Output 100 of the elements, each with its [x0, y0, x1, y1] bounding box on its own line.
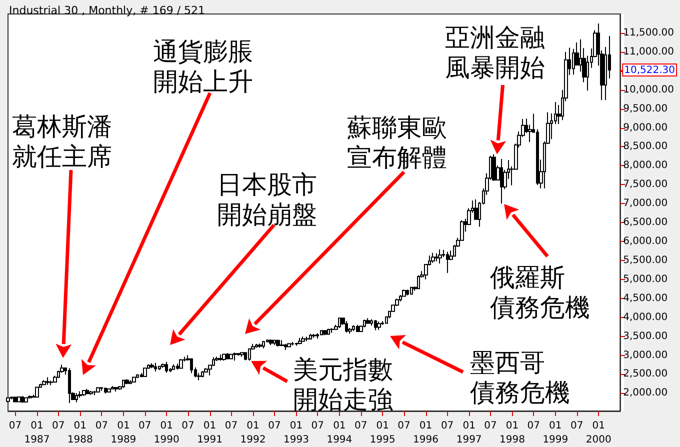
annotation: 日本股市開始崩盤 [217, 170, 317, 230]
x-tick-label: 07 [95, 420, 108, 432]
candlestick [492, 154, 496, 182]
candlestick [301, 336, 305, 342]
candlestick [338, 317, 341, 328]
candlestick [129, 380, 132, 385]
candlestick [150, 362, 154, 369]
y-tick-label: 6,500.00 [623, 217, 668, 228]
x-tick-label: 01 1994 [326, 420, 352, 446]
candlestick [107, 388, 111, 393]
x-tick-label: 01 1993 [284, 420, 309, 446]
candlestick [406, 289, 409, 296]
x-tick-label: 01 1997 [456, 420, 482, 446]
annotation: 墨西哥債務危機 [470, 348, 570, 408]
candlestick [233, 352, 237, 362]
annotation: 葛林斯潘就任主席 [12, 112, 112, 172]
candlestick [89, 390, 93, 396]
candlestick [85, 388, 89, 394]
candlestick [366, 318, 370, 324]
candlestick [323, 330, 327, 336]
candlestick [320, 330, 323, 336]
candlestick [165, 361, 168, 374]
candlestick [17, 396, 21, 403]
x-tick-label: 07 [527, 420, 540, 432]
candlestick [136, 374, 139, 379]
y-tick-label: 4,500.00 [623, 292, 668, 304]
x-tick-label: 01 1989 [110, 420, 136, 446]
x-tick-label: 01 1988 [67, 420, 93, 446]
x-tick-label: 01 1987 [24, 420, 50, 446]
candlestick [132, 376, 136, 383]
y-tick-label: 3,000.00 [623, 350, 668, 361]
candlestick [291, 341, 294, 346]
candlestick [295, 342, 298, 346]
candlestick [345, 320, 348, 334]
candlestick [122, 379, 125, 388]
candlestick [500, 158, 503, 204]
candlestick [111, 385, 114, 390]
candlestick [298, 337, 302, 345]
candlestick [201, 370, 204, 378]
x-tick-label: 07 [224, 420, 238, 432]
annotation: 通貨膨脹開始上升 [153, 37, 253, 97]
y-tick-label: 7,500.00 [623, 179, 668, 190]
candlestick [248, 348, 251, 362]
candlestick [93, 390, 96, 396]
candlestick [309, 334, 312, 340]
candlestick [68, 368, 71, 404]
x-tick-label: 01 1992 [240, 420, 266, 446]
x-tick-label: 07 [268, 420, 281, 432]
candlestick [435, 252, 438, 262]
y-tick-label: 8,500.00 [623, 141, 668, 152]
x-tick-label: 07 [52, 420, 65, 432]
candlestick [13, 396, 17, 403]
candlestick [431, 252, 435, 264]
y-tick-label: 7,000.00 [623, 198, 668, 210]
candlestick [363, 319, 366, 328]
candlestick [417, 274, 420, 290]
x-tick-label: 07 [484, 420, 497, 432]
candlestick [244, 352, 247, 361]
candlestick [24, 396, 28, 403]
candlestick [219, 354, 222, 362]
y-tick-label: 9,500.00 [623, 103, 668, 114]
candlestick [46, 376, 49, 386]
candlestick [356, 324, 359, 333]
y-tick-label: 6,000.00 [623, 236, 668, 248]
x-tick-label: 07 [182, 420, 194, 432]
annotation: 美元指數開始走強 [293, 355, 393, 415]
candlestick [240, 352, 244, 358]
candlestick [100, 386, 103, 392]
y-tick-label: 3,500.00 [623, 330, 668, 342]
candlestick [229, 353, 233, 360]
x-tick-label: 01 1996 [413, 420, 438, 446]
x-tick-label: 01 1999 [542, 420, 568, 446]
x-tick-label: 07 [354, 420, 368, 432]
candlestick [21, 396, 24, 404]
y-tick-label: 5,000.00 [623, 274, 668, 285]
candlestick [226, 352, 229, 360]
candlestick [96, 386, 100, 393]
candlestick [312, 334, 316, 338]
candlestick [35, 386, 39, 398]
candlestick [114, 386, 118, 392]
candlestick [273, 339, 276, 346]
x-tick-label: 07 [8, 420, 22, 432]
x-tick-label: 01 1995 [370, 420, 396, 446]
candlestick [280, 340, 284, 347]
annotation: 俄羅斯債務危機 [490, 263, 590, 323]
candlestick [446, 251, 449, 274]
y-tick-label: 8,000.00 [623, 160, 668, 172]
y-tick-label: 4,000.00 [623, 312, 668, 323]
candlestick [125, 378, 129, 385]
candlestick [330, 327, 334, 334]
annotation: 亞洲金融風暴開始 [445, 23, 545, 83]
y-tick-label: 10,000.00 [623, 84, 674, 96]
candlestick [258, 343, 262, 348]
candlestick [374, 319, 377, 331]
annotation: 蘇聯東歐宣布解體 [347, 113, 447, 173]
y-tick-label: 9,000.00 [623, 122, 668, 134]
candlestick [179, 358, 183, 370]
candlestick [370, 318, 373, 326]
x-tick-label: 07 [570, 420, 584, 432]
x-tick-label: 01 2000 [586, 420, 612, 446]
